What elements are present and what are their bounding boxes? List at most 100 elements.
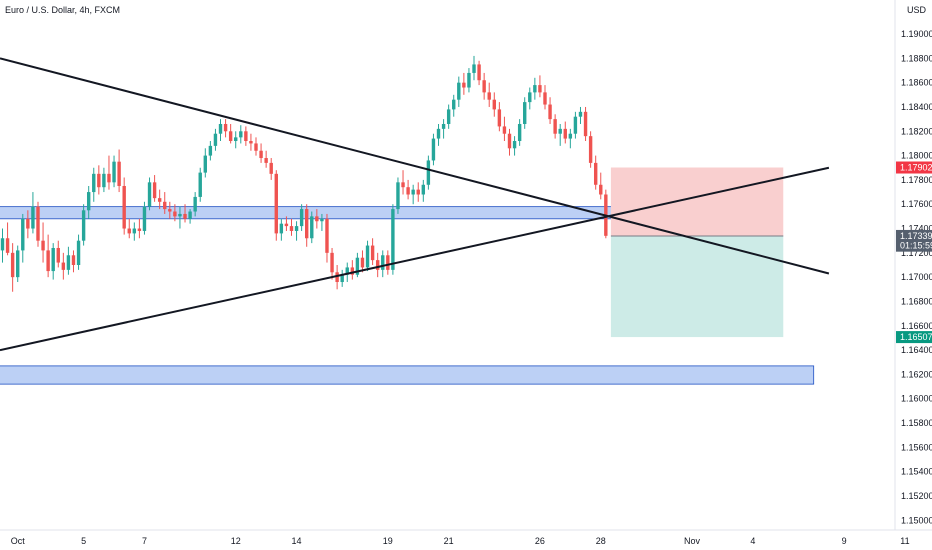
- candle: [127, 218, 131, 239]
- candle: [335, 265, 339, 290]
- candle: [431, 133, 436, 166]
- candles-layer: [0, 55, 608, 292]
- candle: [573, 111, 578, 139]
- candle-body: [452, 99, 456, 110]
- trendlines-layer[interactable]: [0, 57, 830, 352]
- candle-body: [315, 216, 319, 222]
- candle: [239, 125, 243, 144]
- price-tick-label: 1.15200: [901, 491, 932, 501]
- candle-body: [381, 255, 385, 270]
- candle: [284, 216, 289, 231]
- candle-body: [365, 245, 370, 268]
- candle: [487, 82, 491, 107]
- candle-body: [56, 247, 60, 263]
- current-price-tag: 1.17339: [896, 229, 932, 242]
- candle-body: [345, 267, 349, 275]
- candle-body: [10, 252, 15, 278]
- candle: [0, 228, 5, 263]
- price-tick-label: 1.17800: [901, 175, 932, 185]
- price-tick-label: 1.18200: [901, 126, 932, 136]
- candle-body: [213, 133, 218, 146]
- price-tick-label: 1.17600: [901, 199, 932, 209]
- take-profit-area: [610, 235, 784, 338]
- candle: [523, 97, 527, 129]
- time-tick-label: 14: [292, 536, 302, 546]
- candle: [563, 121, 567, 144]
- candle-body: [173, 211, 177, 217]
- short-position-tool[interactable]: [610, 167, 784, 338]
- candle-body: [112, 161, 116, 183]
- candle: [446, 104, 451, 129]
- candle-body: [543, 92, 547, 105]
- candle: [528, 87, 532, 110]
- candle: [228, 123, 233, 144]
- price-tick-label: 1.16200: [901, 369, 932, 379]
- time-axis[interactable]: Oct 5 7 12 14 19 21 26 28 Nov 4 9 11: [11, 536, 910, 546]
- time-tick-label: 5: [81, 536, 86, 546]
- candle-body: [249, 141, 253, 144]
- candle-body: [218, 123, 223, 134]
- candle-body: [588, 136, 593, 163]
- candle: [593, 155, 598, 190]
- candle-body: [441, 123, 446, 129]
- price-tick-label: 1.18000: [901, 151, 932, 161]
- candle-body: [107, 173, 111, 183]
- candle-body: [355, 257, 360, 275]
- candle: [330, 247, 334, 280]
- candle: [355, 252, 360, 278]
- candle-body: [553, 119, 557, 134]
- candle: [92, 167, 96, 202]
- price-tick-label: 1.18600: [901, 78, 932, 88]
- candle-body: [239, 131, 243, 138]
- candle-body: [482, 80, 486, 93]
- candle: [178, 206, 182, 229]
- price-tag-box: [896, 161, 932, 174]
- price-tick-label: 1.19000: [901, 29, 932, 39]
- candle-body: [299, 209, 304, 227]
- candle-body: [122, 185, 126, 229]
- price-axis[interactable]: 1.19000 1.18800 1.18600 1.18400 1.18200 1.180…: [901, 29, 932, 525]
- candle-body: [421, 184, 426, 195]
- price-tick-label: 1.16800: [901, 296, 932, 306]
- candle: [472, 55, 476, 81]
- candle-body: [446, 109, 451, 124]
- candle-body: [502, 126, 507, 134]
- candle-body: [178, 213, 182, 217]
- candle-body: [330, 252, 334, 273]
- candle-body: [223, 123, 228, 132]
- candle-body: [142, 206, 147, 231]
- candle: [365, 240, 370, 272]
- candle: [163, 192, 167, 214]
- candle-body: [234, 137, 238, 142]
- candle: [462, 72, 466, 95]
- candle-body: [193, 196, 197, 212]
- candle: [147, 177, 152, 211]
- candle: [254, 137, 258, 156]
- candle: [497, 102, 502, 132]
- time-tick-label: 12: [231, 536, 241, 546]
- candle-body: [583, 111, 588, 137]
- candle: [142, 201, 147, 235]
- candle: [294, 221, 299, 241]
- candle-body: [86, 192, 91, 211]
- candle-body: [375, 260, 380, 270]
- candle-body: [528, 92, 532, 103]
- candle: [477, 60, 481, 86]
- candle-body: [573, 116, 578, 134]
- candle: [588, 131, 593, 168]
- candle-body: [31, 206, 35, 229]
- stop-loss-area: [610, 167, 784, 236]
- candle: [360, 250, 365, 273]
- currency-label[interactable]: USD: [907, 5, 927, 15]
- candle: [411, 184, 415, 205]
- candle: [61, 252, 66, 280]
- candle-body: [391, 209, 395, 270]
- candle-body: [147, 182, 152, 207]
- candle: [132, 222, 137, 241]
- time-tick-label: 19: [383, 536, 393, 546]
- candle-body: [76, 240, 81, 265]
- candle-body: [269, 162, 273, 174]
- candle: [578, 106, 583, 124]
- candle: [441, 119, 446, 139]
